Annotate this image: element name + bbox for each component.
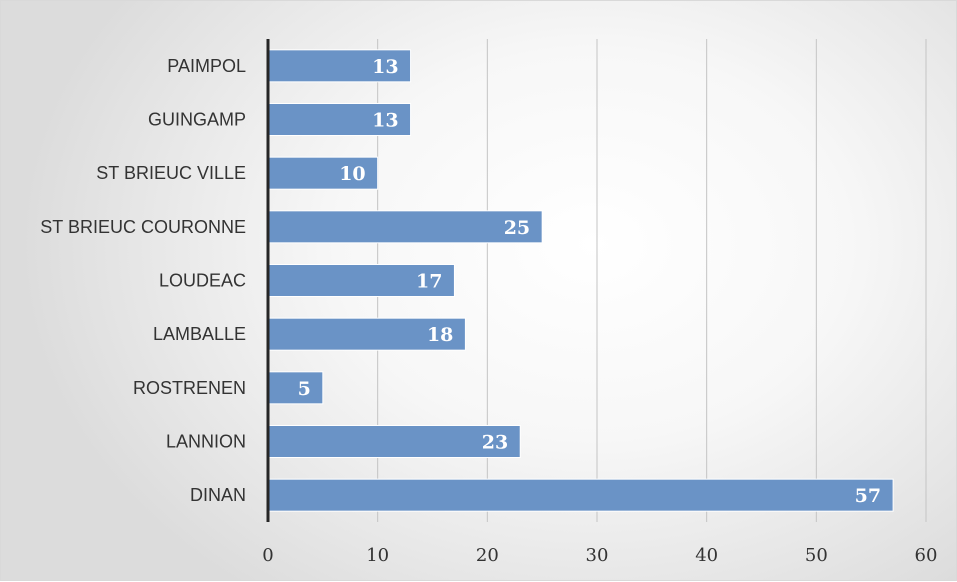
- category-label: ST BRIEUC COURONNE: [40, 217, 246, 237]
- bar-rostrenen: [267, 371, 324, 405]
- data-label: 57: [855, 485, 881, 507]
- bar-lannion: [267, 425, 521, 458]
- data-label: 5: [298, 378, 311, 400]
- category-label: LOUDEAC: [159, 271, 246, 291]
- data-label: 25: [504, 217, 530, 239]
- category-label: ROSTRENEN: [133, 378, 246, 398]
- x-tick-label: 30: [586, 545, 609, 566]
- data-label: 10: [339, 163, 365, 185]
- x-tick-label: 50: [805, 545, 828, 566]
- x-tick-label: 20: [476, 545, 499, 566]
- bar-st-brieuc-ville: [267, 156, 379, 190]
- category-label: ST BRIEUC VILLE: [96, 163, 246, 183]
- x-tick-label: 10: [366, 545, 389, 566]
- category-label: LANNION: [166, 432, 246, 452]
- category-label: GUINGAMP: [148, 110, 246, 130]
- bar-lamballe: [267, 317, 466, 351]
- category-label: LAMBALLE: [153, 324, 246, 344]
- data-label: 13: [372, 56, 398, 78]
- category-label: PAIMPOL: [167, 56, 246, 76]
- x-tick-label: 0: [262, 545, 273, 566]
- bar-paimpol: [267, 49, 412, 83]
- category-label: DINAN: [190, 485, 246, 505]
- x-tick-label: 40: [695, 545, 718, 566]
- data-label: 13: [372, 110, 398, 132]
- bar-loudeac: [267, 264, 455, 297]
- bar-dinan: [267, 478, 894, 512]
- data-label: 18: [427, 324, 453, 346]
- x-tick-label: 60: [915, 545, 938, 566]
- data-label: 23: [482, 432, 508, 454]
- data-label: 17: [416, 271, 442, 293]
- bar-st-brieuc-couronne: [267, 210, 543, 244]
